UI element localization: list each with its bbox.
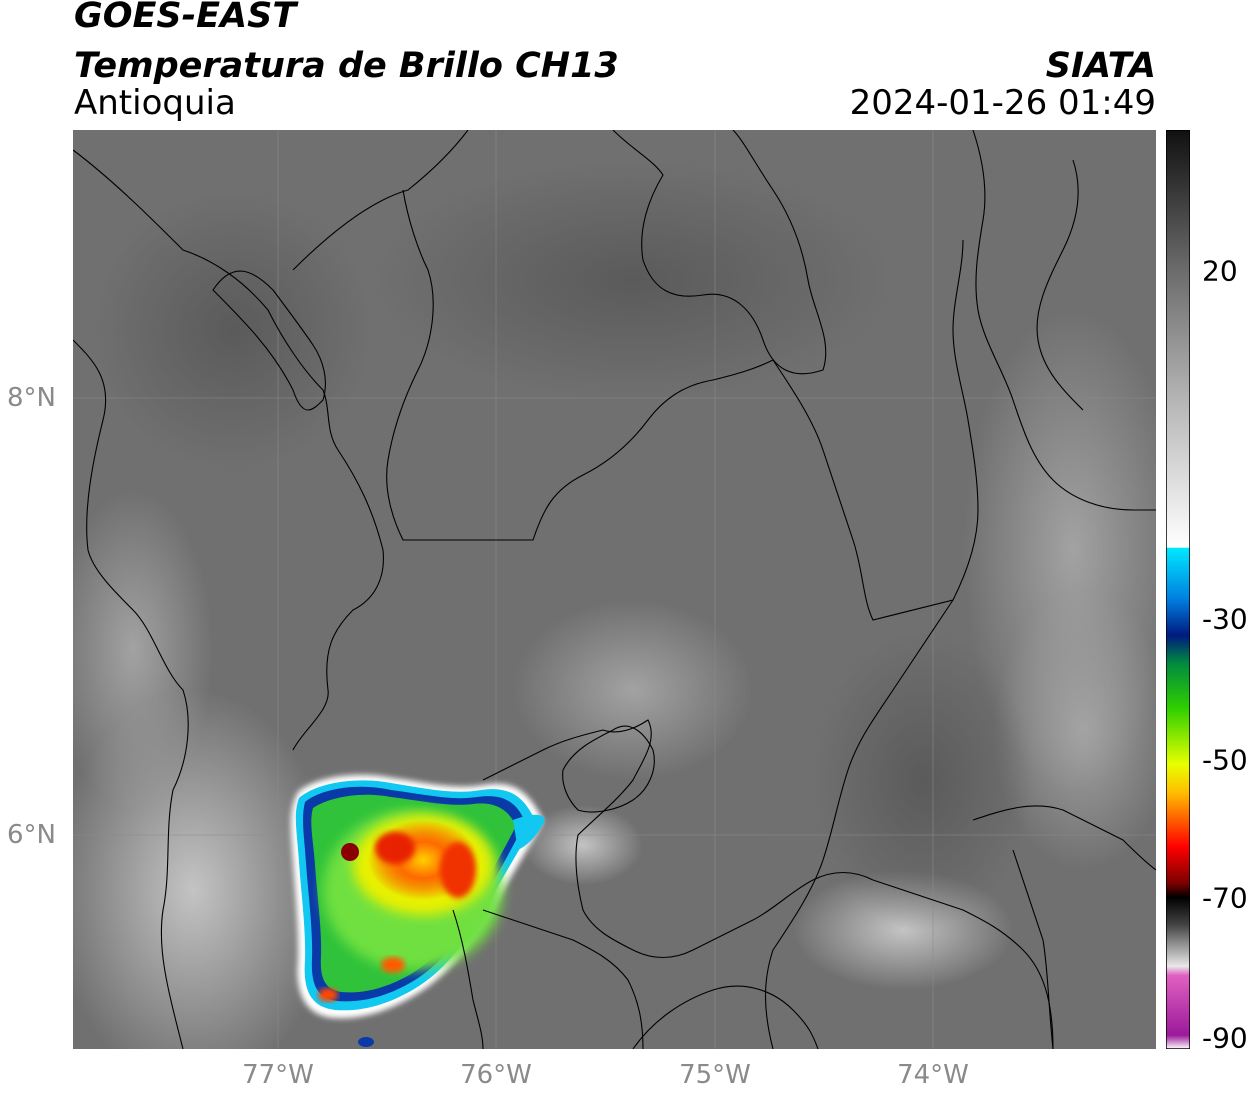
boundaries xyxy=(73,130,1156,1049)
border-south-a xyxy=(482,909,644,1049)
border-antioquia-south xyxy=(482,719,874,958)
datetime-label: 2024-01-26 01:49 xyxy=(849,83,1156,123)
border-north xyxy=(612,130,827,375)
colorbar-label-minus70: -70 xyxy=(1202,881,1248,915)
colorbar-label-20: 20 xyxy=(1202,254,1238,288)
colorbar-label-minus90: -90 xyxy=(1202,1021,1248,1055)
lon-label-74w: 74°W xyxy=(897,1060,969,1090)
border-antioquia-north xyxy=(386,189,774,541)
haze-west xyxy=(73,490,213,810)
lat-label-6n: 6°N xyxy=(7,820,56,850)
colorbar xyxy=(1166,130,1190,1049)
colorbar-fill xyxy=(1166,130,1190,1049)
region-label: Antioquia xyxy=(74,83,236,123)
haze-east xyxy=(993,590,1156,870)
border-southeast xyxy=(972,805,1156,871)
small-cloud-south xyxy=(358,1037,374,1047)
lat-label-8n: 8°N xyxy=(7,383,56,413)
haze-storm-edge xyxy=(523,805,643,885)
border-antioquia-east xyxy=(772,239,979,621)
satellite-map xyxy=(73,130,1156,1049)
border-south-c xyxy=(632,985,819,1049)
storm-hot-west xyxy=(375,832,415,864)
lon-label-75w: 75°W xyxy=(679,1060,751,1090)
colorbar-label-minus50: -50 xyxy=(1202,743,1248,777)
border-south-b xyxy=(452,909,484,1049)
border-east-c xyxy=(1036,159,1084,411)
border-river-central xyxy=(562,725,655,813)
organization-label: SIATA xyxy=(1045,46,1156,86)
storm-cell xyxy=(290,774,545,1019)
storm-east-tongue xyxy=(513,814,545,850)
dark-east xyxy=(813,630,1033,930)
storm-dark-spot xyxy=(341,843,359,861)
lon-label-76w: 76°W xyxy=(460,1060,532,1090)
border-east-b xyxy=(972,130,1156,511)
product-title: Temperatura de Brillo CH13 xyxy=(74,46,619,86)
caribbean-coast xyxy=(292,130,469,271)
haze-center xyxy=(513,600,753,780)
coastline-pacific xyxy=(73,339,189,1049)
dark-northwest xyxy=(93,190,373,470)
border-southeast-b xyxy=(1012,849,1054,1049)
storm-hot-east xyxy=(440,842,476,898)
coastline-uraba xyxy=(73,149,384,751)
border-east-a xyxy=(872,879,1054,1049)
storm-tail-cell xyxy=(318,988,338,1002)
satellite-title: GOES-EAST xyxy=(74,0,297,36)
storm-secondary-cell xyxy=(381,957,405,973)
lon-label-77w: 77°W xyxy=(242,1060,314,1090)
dark-north xyxy=(373,160,893,400)
colorbar-label-minus30: -30 xyxy=(1202,602,1248,636)
border-magdalena xyxy=(765,599,954,1049)
gulf-uraba xyxy=(212,270,326,411)
